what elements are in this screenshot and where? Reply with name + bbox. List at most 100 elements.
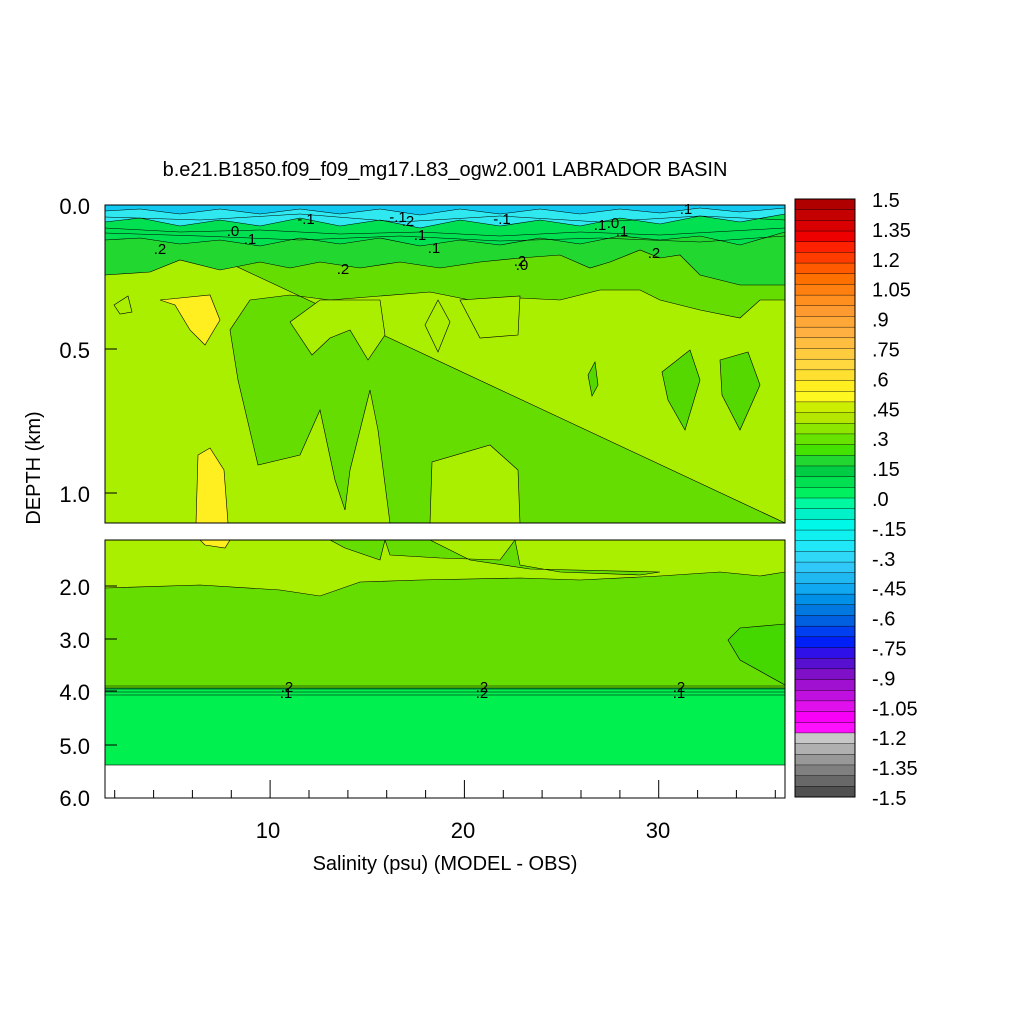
colorbar-swatch	[794, 764, 856, 777]
colorbar-swatch	[794, 593, 856, 606]
colorbar-swatch	[794, 220, 856, 232]
upper-yellow-left-block	[159, 294, 221, 346]
colorbar-swatch	[794, 348, 856, 360]
colorbar-label: .45	[872, 399, 900, 421]
colorbar-border	[794, 198, 856, 798]
colorbar-label: -1.2	[872, 728, 906, 750]
upper-green-blob-f	[719, 351, 761, 431]
contour-label: .1	[414, 227, 427, 244]
colorbar-swatch	[794, 487, 856, 499]
contour-label: .2	[281, 679, 294, 696]
upper-yellowgreen-blob-c	[459, 295, 521, 339]
y-tick-label: 6.0	[59, 786, 90, 811]
colorbar-labels: 1.5 1.35 1.2 1.05 .9 .75 .6 .45 .3 .15 .0 -.15 -.3 -.…	[872, 190, 918, 810]
contour-label: .2	[514, 253, 527, 270]
colorbar-swatch	[794, 262, 856, 275]
contour-label: .1	[680, 201, 693, 218]
contour-label: .1	[616, 223, 629, 240]
lower-yellow-patch	[199, 540, 231, 549]
colorbar-swatch	[794, 444, 856, 456]
deep-contour-lines	[105, 685, 785, 696]
colorbar-swatch	[794, 305, 856, 317]
colorbar-label: -.15	[872, 519, 906, 541]
colorbar-label: .0	[872, 489, 889, 511]
colorbar-label: .15	[872, 459, 900, 481]
contour-label: .2	[402, 213, 415, 230]
colorbar-swatch	[794, 775, 856, 787]
colorbar-swatch	[794, 230, 856, 243]
colorbar-swatch	[794, 519, 856, 531]
colorbar-swatch	[794, 508, 856, 520]
colorbar-swatch	[794, 455, 856, 467]
contour-label: .2	[476, 679, 489, 696]
y-axis-ticks	[105, 204, 117, 746]
colorbar-swatch	[794, 668, 856, 681]
colorbar-label: -1.05	[872, 698, 918, 720]
contour-label: .1	[594, 217, 607, 234]
colorbar-swatch	[794, 433, 856, 446]
colorbar-swatch	[794, 604, 856, 616]
colorbar-label: -.75	[872, 639, 906, 661]
y-tick-label: 0.5	[59, 338, 90, 363]
colorbar-swatch	[794, 380, 856, 392]
colorbar-label: -1.5	[872, 788, 906, 810]
chart-title: b.e21.B1850.f09_f09_mg17.L83_ogw2.001 LA…	[163, 159, 728, 181]
colorbar-swatch	[794, 551, 856, 563]
colorbar-swatch	[794, 326, 856, 339]
lower-yellowgreen-band	[105, 540, 785, 597]
colorbar-label: 1.2	[872, 250, 900, 272]
colorbar-label: .75	[872, 340, 900, 362]
colorbar-label: 1.35	[872, 220, 911, 242]
upper-yellowgreen-blob-a	[289, 299, 386, 361]
x-axis-label: Salinity (psu) (MODEL - OBS)	[313, 853, 578, 875]
x-tick-label: 20	[451, 818, 475, 843]
colorbar-swatch	[794, 241, 856, 253]
colorbar-swatch	[794, 540, 856, 552]
colorbar-swatch	[794, 786, 856, 798]
surface-deep-cyan	[105, 205, 785, 216]
y-tick-label: 4.0	[59, 680, 90, 705]
colorbar-label: 1.05	[872, 280, 911, 302]
colorbar-swatch	[794, 657, 856, 670]
contour-label: .0	[607, 215, 620, 232]
x-tick-label: 30	[646, 818, 670, 843]
upper-yellowgreen-blob-d	[113, 295, 133, 315]
colorbar-swatch	[794, 273, 856, 285]
upper-panel	[104, 204, 786, 524]
colorbar-swatch	[794, 465, 856, 478]
deep-green-layer	[105, 687, 785, 766]
colorbar-swatch	[794, 615, 856, 627]
x-tick-label: 10	[256, 818, 280, 843]
colorbar-swatch	[794, 561, 856, 574]
contour-label: -.1	[493, 211, 511, 228]
colorbar-label: .6	[872, 369, 889, 391]
colorbar-label: -.9	[872, 668, 895, 690]
contour-label-group: -.1.2 -.1.0.1.2.2.0.1.1.0.1.1.2.2.2-.1.2.…	[154, 201, 693, 702]
colorbar-swatch	[794, 284, 856, 296]
contour-label: -.1	[297, 211, 315, 228]
colorbar-swatch	[794, 412, 856, 424]
contour-label: -.1	[389, 209, 407, 226]
upper-yellow-col	[195, 447, 229, 523]
contour-label: .2	[154, 241, 167, 258]
lower-green-patch-a	[329, 540, 386, 561]
y-tick-label: 3.0	[59, 628, 90, 653]
colorbar-swatch	[794, 625, 856, 638]
colorbar-swatch	[794, 572, 856, 584]
colorbar-swatch	[794, 636, 856, 649]
colorbar-swatch	[794, 252, 856, 264]
upper-yellowgreen-blob-b	[424, 299, 451, 353]
colorbar-swatch	[794, 358, 856, 371]
lower-right-green-patch	[727, 623, 785, 686]
colorbar-label: -.6	[872, 609, 895, 631]
contour-label: .1	[428, 240, 441, 257]
colorbar-swatch	[794, 743, 856, 755]
colorbar-swatch	[794, 583, 856, 595]
lower-panel	[104, 539, 786, 799]
contour-label: .2	[476, 685, 489, 702]
colorbar-label: -.45	[872, 579, 906, 601]
colorbar-swatch	[794, 722, 856, 734]
colorbar-label: .3	[872, 429, 889, 451]
contour-label: .2	[648, 245, 661, 262]
